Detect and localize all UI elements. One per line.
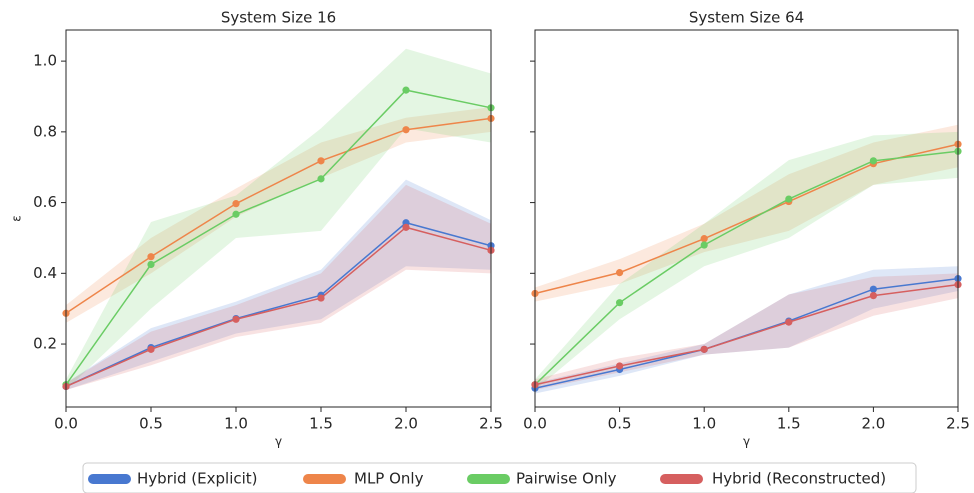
x-axis-label: γ (743, 435, 750, 449)
x-tick-label: 1.5 (777, 415, 801, 433)
point (785, 318, 793, 326)
line (65, 117, 492, 314)
point (402, 126, 410, 134)
x-tick-label: 2.0 (861, 415, 885, 433)
x-tick-label: 0.5 (139, 415, 163, 433)
chart-title: System Size 64 (689, 9, 804, 27)
legend-label: Hybrid (Reconstructed) (712, 470, 886, 488)
point (700, 235, 708, 243)
line (534, 283, 959, 386)
confidence-band (66, 48, 491, 391)
x-tick-label: 1.0 (224, 415, 248, 433)
axes-frame (65, 29, 492, 408)
point (232, 210, 240, 218)
x-tick-label: 2.5 (479, 415, 503, 433)
legend-label: MLP Only (354, 470, 424, 488)
y-tick-label: 0.6 (33, 193, 57, 211)
confidence-band (535, 124, 958, 302)
point (232, 200, 240, 208)
x-tick-label: 2.5 (946, 415, 970, 433)
point (869, 285, 878, 293)
line (65, 89, 492, 386)
x-tick-label: 0.0 (523, 415, 547, 433)
y-axis-label: ε (10, 215, 24, 222)
x-tick-label: 1.5 (309, 415, 333, 433)
point (616, 299, 624, 307)
x-tick-label: 1.0 (692, 415, 716, 433)
point (616, 362, 624, 370)
x-tick-label: 0.5 (608, 415, 632, 433)
y-tick-label: 0.4 (33, 264, 57, 282)
point (317, 294, 325, 302)
point (317, 175, 325, 183)
confidence-band (66, 107, 491, 323)
chart-title: System Size 16 (221, 9, 336, 27)
x-axis-label: γ (275, 435, 282, 449)
y-tick-label: 0.8 (33, 122, 57, 140)
x-tick-label: 2.0 (394, 415, 418, 433)
confidence-band (66, 184, 491, 391)
point (317, 157, 325, 165)
point (147, 345, 155, 353)
point (869, 157, 878, 165)
point (785, 195, 793, 203)
point (147, 260, 155, 269)
axes-frame (534, 29, 959, 408)
point (402, 223, 410, 231)
confidence-band (66, 179, 491, 391)
point (402, 86, 410, 94)
y-tick-label: 0.2 (33, 335, 57, 353)
point (869, 291, 878, 300)
x-tick-label: 0.0 (54, 415, 78, 433)
y-tick-label: 1.0 (33, 52, 57, 70)
line (534, 143, 959, 295)
line (65, 221, 492, 388)
line (534, 150, 959, 386)
point (700, 345, 708, 353)
point (232, 315, 240, 323)
line (65, 226, 492, 388)
legend-label: Pairwise Only (516, 470, 617, 488)
confidence-band (535, 131, 958, 391)
point (616, 269, 624, 277)
point (700, 241, 708, 249)
point (147, 253, 155, 261)
legend-label: Hybrid (Explicit) (137, 470, 258, 488)
